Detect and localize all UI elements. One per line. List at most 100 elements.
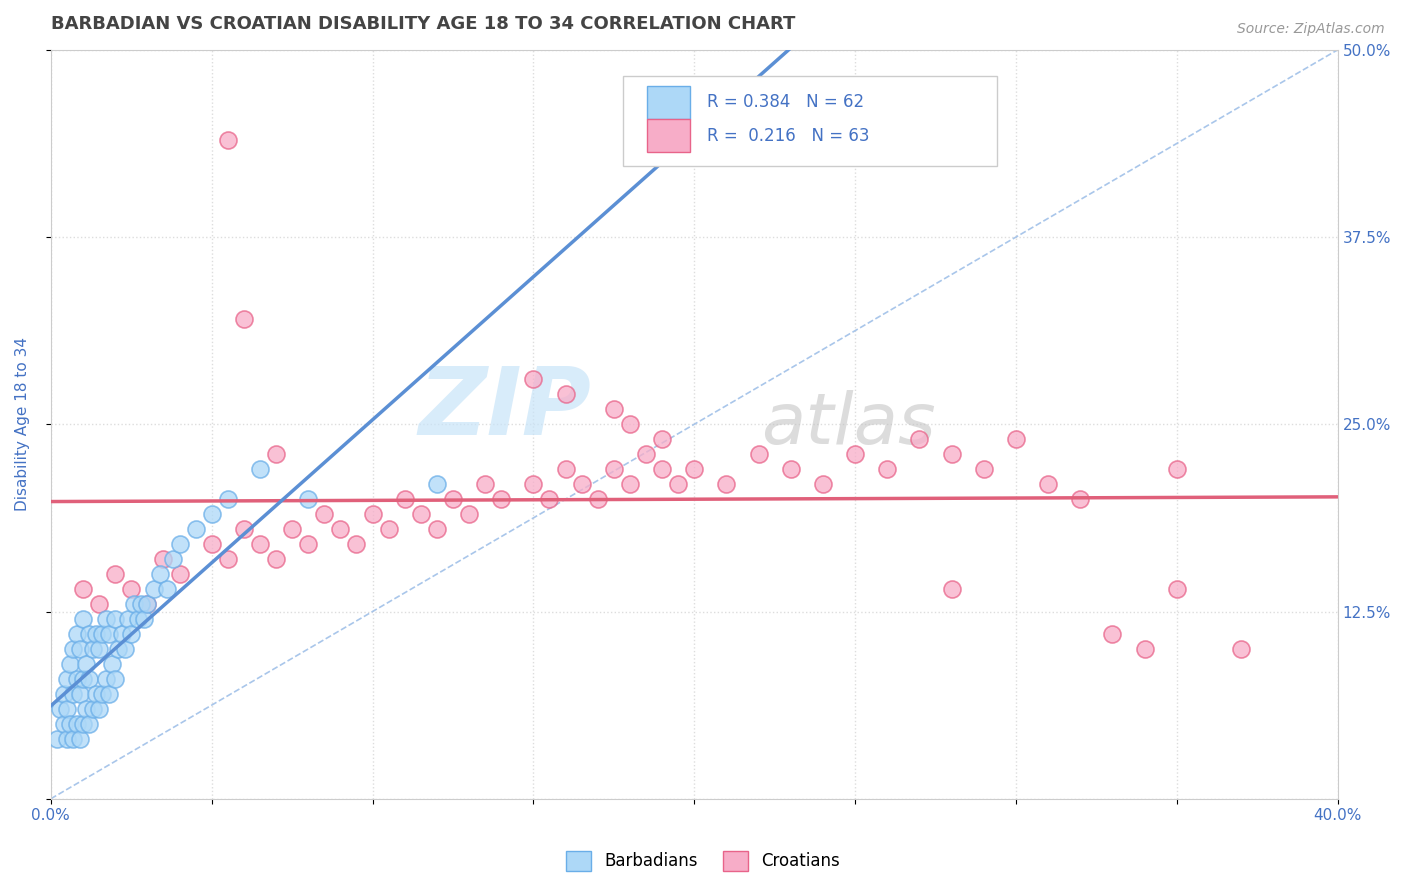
Point	[554, 387, 576, 401]
Point	[79, 627, 101, 641]
Point	[249, 462, 271, 476]
Point	[441, 492, 464, 507]
Point	[91, 627, 114, 641]
Point	[619, 417, 641, 432]
Point	[72, 672, 94, 686]
Point	[941, 582, 963, 596]
Point	[117, 612, 139, 626]
Point	[314, 507, 336, 521]
Point	[844, 447, 866, 461]
Point	[156, 582, 179, 596]
Point	[52, 717, 75, 731]
Point	[69, 731, 91, 746]
Point	[127, 612, 149, 626]
Point	[1230, 642, 1253, 657]
Point	[458, 507, 481, 521]
Point	[876, 462, 898, 476]
Point	[329, 522, 352, 536]
Point	[232, 522, 254, 536]
Point	[79, 717, 101, 731]
Text: Source: ZipAtlas.com: Source: ZipAtlas.com	[1237, 22, 1385, 37]
Point	[94, 612, 117, 626]
Point	[72, 582, 94, 596]
FancyBboxPatch shape	[647, 86, 690, 119]
Point	[908, 432, 931, 446]
Point	[1036, 477, 1059, 491]
Point	[297, 537, 319, 551]
Text: ZIP: ZIP	[419, 363, 592, 455]
Point	[426, 522, 449, 536]
Point	[522, 477, 544, 491]
Point	[114, 642, 136, 657]
Point	[129, 597, 152, 611]
Point	[1005, 432, 1028, 446]
Point	[79, 672, 101, 686]
Point	[1069, 492, 1091, 507]
Point	[973, 462, 995, 476]
Text: BARBADIAN VS CROATIAN DISABILITY AGE 18 TO 34 CORRELATION CHART: BARBADIAN VS CROATIAN DISABILITY AGE 18 …	[51, 15, 796, 33]
FancyBboxPatch shape	[647, 120, 690, 153]
FancyBboxPatch shape	[623, 76, 997, 166]
Point	[56, 731, 79, 746]
Point	[489, 492, 512, 507]
Point	[59, 657, 82, 671]
Point	[169, 537, 191, 551]
Point	[120, 582, 142, 596]
Point	[56, 702, 79, 716]
Point	[394, 492, 416, 507]
Point	[75, 702, 97, 716]
Point	[264, 552, 287, 566]
Point	[56, 672, 79, 686]
Point	[651, 462, 673, 476]
Point	[87, 702, 110, 716]
Point	[59, 717, 82, 731]
Point	[619, 477, 641, 491]
Point	[779, 462, 801, 476]
Point	[124, 597, 146, 611]
Point	[65, 672, 87, 686]
Text: atlas: atlas	[761, 390, 936, 458]
Point	[666, 477, 689, 491]
Point	[1101, 627, 1123, 641]
Point	[1166, 582, 1188, 596]
Point	[97, 627, 120, 641]
Point	[184, 522, 207, 536]
Point	[104, 612, 127, 626]
Point	[346, 537, 368, 551]
Point	[683, 462, 706, 476]
Point	[46, 731, 69, 746]
Point	[522, 372, 544, 386]
Point	[142, 582, 165, 596]
Point	[104, 567, 127, 582]
Point	[62, 687, 84, 701]
Point	[72, 612, 94, 626]
Point	[811, 477, 834, 491]
Point	[104, 672, 127, 686]
Point	[281, 522, 304, 536]
Point	[84, 627, 107, 641]
Point	[1166, 462, 1188, 476]
Point	[152, 552, 174, 566]
Point	[249, 537, 271, 551]
Point	[571, 477, 593, 491]
Point	[169, 567, 191, 582]
Point	[603, 462, 626, 476]
Point	[72, 717, 94, 731]
Point	[49, 702, 72, 716]
Point	[87, 642, 110, 657]
Point	[748, 447, 770, 461]
Point	[377, 522, 399, 536]
Point	[474, 477, 496, 491]
Point	[62, 642, 84, 657]
Point	[1133, 642, 1156, 657]
Point	[65, 717, 87, 731]
Point	[361, 507, 384, 521]
Point	[217, 492, 239, 507]
Point	[716, 477, 738, 491]
Y-axis label: Disability Age 18 to 34: Disability Age 18 to 34	[15, 337, 30, 511]
Point	[426, 477, 449, 491]
Point	[264, 447, 287, 461]
Point	[149, 567, 172, 582]
Point	[554, 462, 576, 476]
Point	[75, 657, 97, 671]
